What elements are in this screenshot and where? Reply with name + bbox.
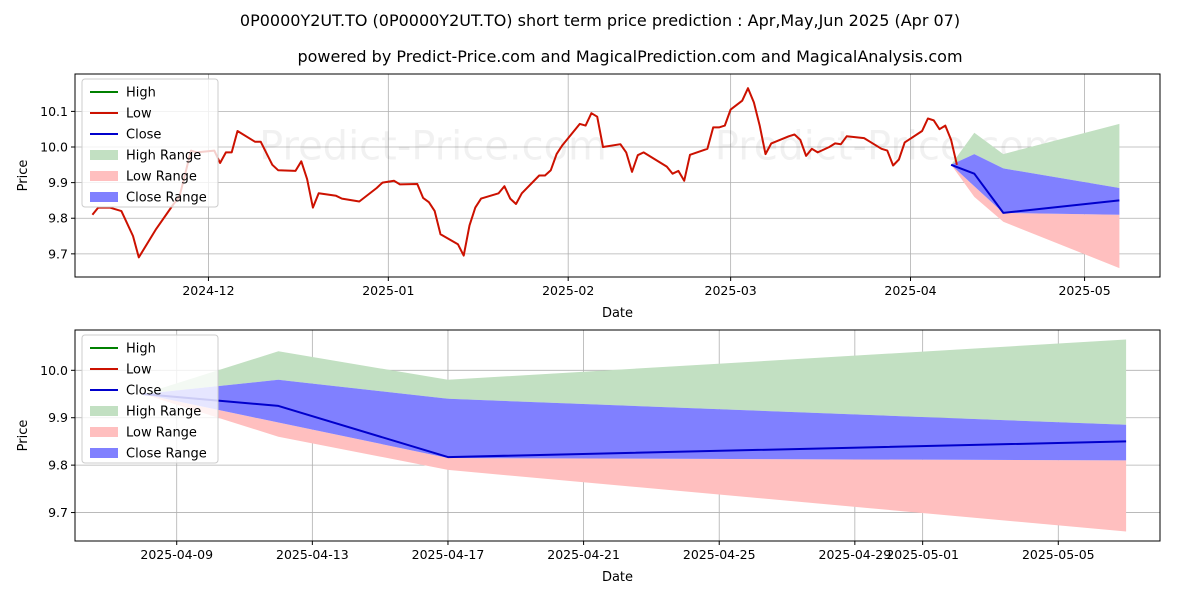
low-range-legend-swatch [90,171,118,181]
plot-area [142,339,1127,532]
x-tick-label: 2025-04-25 [683,547,756,562]
legend-label: Low Range [126,426,197,441]
legend-label: High Range [126,149,201,164]
low-range-band [142,394,1127,532]
x-tick-label: 2025-04-29 [819,547,892,562]
x-tick-label: 2025-03 [705,283,757,298]
legend: High Low Close High Range Low Range Close Ran… [81,334,219,464]
legend-label: Close [126,384,161,399]
x-axis-label: Date [602,570,633,585]
chart-title: 0P0000Y2UT.TO (0P0000Y2UT.TO) short term… [240,11,960,30]
y-tick-label: 10.1 [40,104,68,119]
legend-label: High [126,86,156,101]
x-tick-label: 2025-04-21 [547,547,620,562]
y-tick-label: 9.9 [48,410,68,425]
close-range-legend-swatch [90,448,118,458]
y-tick-label: 9.9 [48,175,68,190]
y-tick-label: 9.7 [48,505,68,520]
y-tick-label: 10.0 [40,140,68,155]
plot-area [91,87,1120,269]
close-range-band [142,379,1127,461]
x-tick-label: 2025-04-13 [276,547,349,562]
legend-label: Low Range [126,170,197,185]
legend-label: High [126,342,156,357]
legend: High Low Close High Range Low Range Close Ran… [81,78,219,208]
y-axis-label: Price [16,420,31,452]
legend-label: Close Range [126,447,207,462]
x-tick-label: 2025-05-05 [1022,547,1095,562]
y-tick-label: 10.0 [40,363,68,378]
legend-label: Close [126,128,161,143]
x-tick-label: 2025-05-01 [886,547,959,562]
legend-label: High Range [126,405,201,420]
high-range-band [951,123,1120,188]
y-axis-label: Price [16,160,31,192]
x-tick-label: 2025-04 [884,283,936,298]
top-panel: Predict-Price.com Predict-Price.com2024-1… [16,73,1161,321]
high-range-band [142,339,1127,425]
bottom-panel: Predict-Price.comPredict-Price.com2025-0… [16,329,1161,585]
x-tick-label: 2025-05 [1058,283,1110,298]
x-axis-label: Date [602,306,633,321]
close-range-legend-swatch [90,192,118,202]
high-range-legend-swatch [90,406,118,416]
axes-frame [74,73,1161,278]
x-tick-label: 2025-04-17 [412,547,485,562]
low-range-legend-swatch [90,427,118,437]
y-tick-label: 9.8 [48,458,68,473]
y-tick-label: 9.8 [48,211,68,226]
high-range-legend-swatch [90,150,118,160]
x-tick-label: 2025-02 [542,283,594,298]
legend-label: Low [126,363,152,378]
x-tick-label: 2025-04-09 [140,547,213,562]
legend-label: Low [126,107,152,122]
watermark: Predict-Price.com [259,123,607,169]
legend-label: Close Range [126,191,207,206]
chart-subtitle: powered by Predict-Price.com and Magical… [297,47,962,66]
axes-frame [74,329,1161,542]
low-series-line [91,87,958,259]
x-tick-label: 2024-12 [182,283,234,298]
low-range-band [951,164,1120,269]
y-tick-label: 9.7 [48,246,68,261]
x-tick-label: 2025-01 [362,283,414,298]
close-series-line [950,163,1120,214]
